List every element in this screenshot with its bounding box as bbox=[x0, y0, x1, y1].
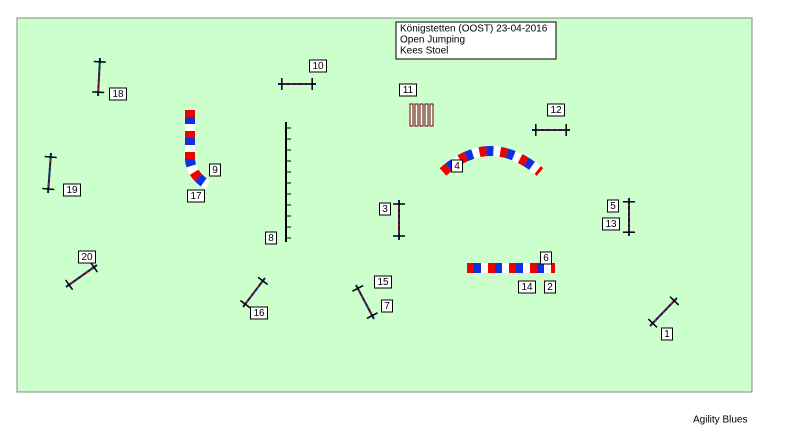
obstacle-number: 2 bbox=[547, 282, 553, 293]
obstacle-number: 13 bbox=[605, 219, 617, 230]
jump-wing bbox=[239, 299, 251, 309]
obstacle-number: 15 bbox=[377, 277, 389, 288]
jump-wing bbox=[65, 279, 74, 291]
info-text: Kees Stoel bbox=[400, 46, 448, 57]
jump-bar bbox=[97, 63, 101, 91]
number-box bbox=[63, 183, 81, 197]
obstacle-number: 3 bbox=[382, 204, 388, 215]
obstacle-number: 17 bbox=[190, 191, 202, 202]
obstacle-number: 8 bbox=[268, 233, 274, 244]
number-box bbox=[78, 250, 96, 264]
jump-wing bbox=[647, 318, 658, 328]
number-box bbox=[379, 202, 391, 216]
jump-wing bbox=[92, 91, 105, 94]
jump-wing bbox=[93, 60, 106, 63]
info-text: Open Jumping bbox=[400, 35, 465, 46]
jump-bar bbox=[70, 267, 93, 285]
info-text: Königstetten (OOST) 23-04-2016 bbox=[400, 24, 548, 35]
obstacle-number: 12 bbox=[550, 105, 562, 116]
number-box bbox=[109, 87, 127, 101]
jump-wing bbox=[42, 187, 55, 191]
obstacle-number: 6 bbox=[543, 253, 549, 264]
number-box bbox=[265, 231, 277, 245]
wall-element bbox=[429, 103, 434, 127]
obstacle-number: 16 bbox=[253, 308, 265, 319]
tunnel bbox=[185, 110, 211, 190]
obstacle-number: 18 bbox=[112, 89, 124, 100]
number-box bbox=[250, 306, 268, 320]
obstacle-number: 19 bbox=[66, 185, 78, 196]
wall-element bbox=[414, 103, 419, 127]
jump-wing bbox=[352, 284, 364, 292]
number-box bbox=[547, 103, 565, 117]
number-box bbox=[381, 299, 393, 313]
obstacle-number: 1 bbox=[664, 329, 670, 340]
tunnel bbox=[185, 110, 211, 190]
obstacle-number: 10 bbox=[312, 61, 324, 72]
jump-wing bbox=[89, 261, 98, 273]
number-box bbox=[209, 163, 221, 177]
number-box bbox=[451, 159, 463, 173]
wall-element bbox=[424, 103, 429, 127]
wall-element bbox=[419, 103, 424, 127]
wall-element bbox=[409, 103, 414, 127]
number-box bbox=[518, 280, 536, 294]
number-box bbox=[187, 189, 205, 203]
number-box bbox=[544, 280, 556, 294]
jump-wing bbox=[669, 296, 680, 306]
obstacle-number: 9 bbox=[212, 165, 218, 176]
obstacle-number: 5 bbox=[610, 201, 616, 212]
number-box bbox=[309, 59, 327, 73]
obstacle-number: 4 bbox=[454, 161, 460, 172]
number-box bbox=[399, 83, 417, 97]
number-box bbox=[661, 327, 673, 341]
jump-bar bbox=[653, 301, 674, 323]
jump-wing bbox=[257, 276, 269, 286]
number-box bbox=[607, 199, 619, 213]
obstacle-number: 14 bbox=[521, 282, 533, 293]
obstacle-number: 7 bbox=[384, 301, 390, 312]
number-box bbox=[540, 251, 552, 265]
obstacle-number: 11 bbox=[403, 85, 414, 96]
obstacle-number: 20 bbox=[81, 252, 93, 263]
jump-wing bbox=[366, 312, 378, 320]
number-box bbox=[602, 217, 620, 231]
jump-bar bbox=[47, 158, 52, 188]
jump-bar bbox=[245, 282, 263, 303]
footer: Agility Blues bbox=[693, 415, 747, 426]
jump-wing bbox=[44, 155, 57, 159]
jump-bar bbox=[358, 289, 372, 315]
info-box bbox=[395, 21, 557, 60]
number-box bbox=[374, 275, 392, 289]
